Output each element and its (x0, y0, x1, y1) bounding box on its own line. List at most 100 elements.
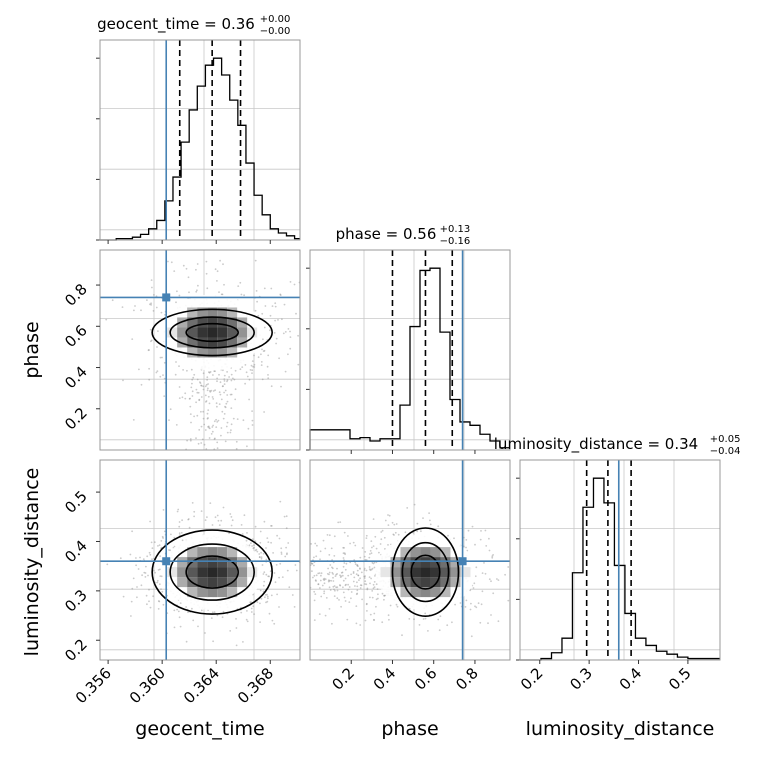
scatter-point (175, 361, 177, 363)
scatter-point (213, 370, 216, 372)
scatter-point (406, 507, 409, 509)
scatter-point (222, 369, 224, 372)
scatter-point (295, 312, 297, 315)
contour-line (185, 555, 239, 589)
scatter-point (387, 524, 390, 526)
scatter-point (252, 365, 255, 368)
scatter-point (319, 550, 322, 553)
scatter-point (416, 530, 419, 533)
scatter-point (371, 590, 374, 592)
scatter-point (159, 568, 161, 571)
scatter-point (278, 606, 280, 608)
scatter-point (395, 523, 398, 525)
scatter-point (479, 621, 482, 624)
scatter-point (356, 589, 359, 592)
scatter-point (285, 515, 288, 518)
scatter-point (151, 558, 153, 561)
scatter-point (173, 626, 176, 629)
scatter-point (195, 290, 198, 293)
scatter-point (380, 538, 383, 541)
scatter-point (330, 579, 333, 582)
scatter-point (295, 569, 298, 572)
scatter-point (226, 431, 229, 434)
scatter-point (202, 417, 205, 420)
scatter-point (202, 385, 205, 388)
scatter-point (429, 523, 432, 526)
scatter-point (213, 611, 216, 613)
scatter-point (381, 529, 384, 532)
scatter-point (222, 417, 225, 420)
scatter-point (202, 372, 205, 375)
scatter-point (253, 366, 256, 368)
scatter-point (145, 565, 147, 568)
scatter-point (323, 582, 326, 585)
scatter-point (181, 519, 184, 522)
scatter-point (364, 575, 366, 578)
scatter-point (254, 525, 257, 528)
scatter-point (254, 309, 257, 312)
scatter-point (111, 299, 114, 302)
scatter-point (169, 408, 172, 411)
scatter-point (253, 613, 256, 615)
scatter-point (163, 377, 166, 380)
density-cell (187, 307, 198, 318)
density-cell (400, 577, 411, 588)
scatter-point (465, 599, 468, 602)
scatter-point (314, 542, 317, 545)
density-cell (197, 577, 208, 588)
scatter-point (280, 553, 283, 555)
scatter-point (215, 402, 218, 405)
scatter-point (373, 618, 375, 621)
scatter-point (262, 584, 265, 587)
scatter-point (256, 550, 259, 553)
scatter-point (323, 592, 325, 595)
scatter-point (383, 536, 386, 539)
scatter-point (343, 562, 346, 564)
scatter-point (333, 595, 336, 597)
scatter-point (240, 524, 243, 526)
scatter-point (372, 587, 375, 590)
scatter-point (369, 613, 372, 616)
scatter-point (214, 268, 217, 271)
density-cell (237, 577, 248, 588)
scatter-point (356, 564, 359, 566)
scatter-point (331, 622, 333, 625)
scatter-point (252, 538, 254, 540)
scatter-point (388, 618, 390, 621)
scatter-point (181, 539, 184, 542)
scatter-point (210, 433, 213, 435)
scatter-point (322, 539, 325, 542)
scatter-point (246, 375, 249, 378)
scatter-point (266, 593, 268, 596)
scatter-point (149, 328, 152, 331)
scatter-point (204, 394, 207, 397)
scatter-point (279, 562, 282, 565)
scatter-point (244, 382, 247, 385)
scatter-point (418, 624, 421, 626)
density-cell (207, 347, 218, 358)
scatter-point (319, 587, 321, 589)
scatter-point (160, 575, 163, 578)
density-cell (420, 557, 431, 568)
scatter-point (130, 615, 132, 617)
scatter-point (187, 518, 190, 521)
scatter-point (275, 342, 277, 345)
scatter-point (327, 567, 329, 570)
scatter-point (276, 593, 278, 596)
scatter-point (359, 624, 362, 626)
scatter-point (257, 314, 260, 317)
scatter-point (344, 600, 347, 602)
density-cell (440, 557, 451, 568)
scatter-point (358, 579, 360, 581)
scatter-point (229, 393, 232, 396)
scatter-point (156, 370, 159, 372)
scatter-point (275, 337, 278, 340)
scatter-point (264, 305, 267, 307)
scatter-point (327, 580, 330, 583)
scatter-point (342, 591, 345, 594)
scatter-point (372, 545, 375, 547)
scatter-point (260, 556, 263, 559)
panel-title: luminosity_distance = 0.34 (494, 435, 698, 454)
scatter-point (205, 400, 208, 402)
scatter-point (336, 586, 339, 589)
